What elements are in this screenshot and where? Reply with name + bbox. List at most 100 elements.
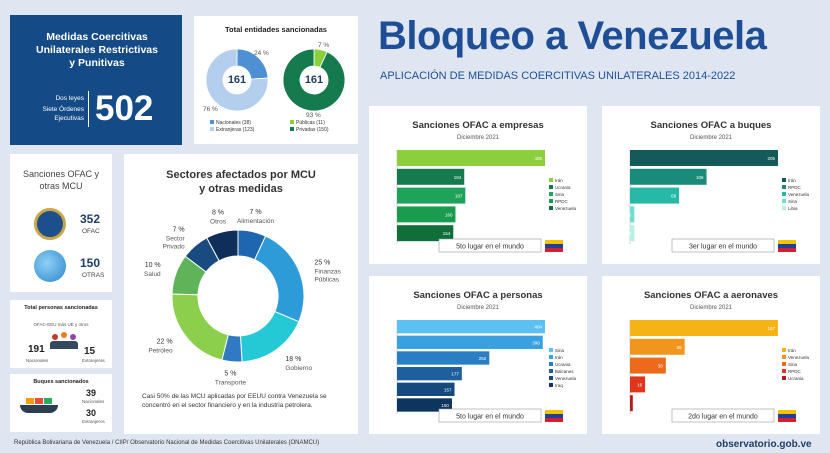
donut2-legend: Públicas (11) Privadas (150) bbox=[290, 120, 329, 134]
legend-swatch bbox=[782, 362, 786, 366]
legend-item: Públicas (11) bbox=[290, 120, 329, 127]
summary-title: Medidas Coercitivas Unilaterales Restric… bbox=[36, 31, 158, 69]
legend-label: Ucrania bbox=[555, 362, 571, 367]
venezuela-flag-icon bbox=[778, 410, 796, 422]
chart-subtitle: Diciembre 2021 bbox=[690, 135, 733, 141]
chart-personas-panel: Sanciones OFAC a personas Diciembre 2021 4… bbox=[369, 276, 587, 434]
legend-swatch bbox=[782, 369, 786, 373]
legend-label: Siria bbox=[555, 192, 564, 197]
buques-extranjeros-label: Extranjeros bbox=[82, 419, 105, 424]
bar bbox=[630, 206, 635, 223]
ofac-panel: Sanciones OFAC y otras MCU 352 OFAC 150 … bbox=[10, 154, 112, 292]
bar-value-label: 3 bbox=[627, 401, 630, 406]
footer-credit: República Bolivariana de Venezuela / CII… bbox=[14, 440, 320, 446]
summary-box: Medidas Coercitivas Unilaterales Restric… bbox=[10, 15, 182, 145]
bar-value-label: 6 bbox=[629, 231, 632, 236]
bar-value-label: 154 bbox=[443, 231, 451, 236]
sector-name-label: Salud bbox=[144, 271, 161, 278]
chart-subtitle: Diciembre 2021 bbox=[457, 305, 500, 311]
legend-label: Irán bbox=[555, 355, 563, 360]
chart-title: Sanciones OFAC a aeronaves bbox=[644, 290, 778, 301]
personas-extranjeras: 15 bbox=[84, 346, 96, 357]
legend-label: Nacionales (38) bbox=[216, 120, 252, 126]
ofac-title: Sanciones OFAC y otras MCU bbox=[22, 169, 100, 191]
ofac-label: OFAC bbox=[82, 228, 100, 235]
sector-pct-label: 22 % bbox=[157, 338, 173, 345]
ship-icon bbox=[20, 396, 58, 416]
ofac-seal-icon bbox=[34, 208, 66, 240]
legend-swatch bbox=[290, 120, 294, 124]
legend-label: Extranjeras (123) bbox=[216, 127, 255, 133]
person-body-icon bbox=[50, 341, 78, 349]
buques-nacionales: 39 bbox=[86, 388, 97, 398]
bar-value-label: 16 bbox=[637, 382, 643, 387]
rank-label: 2do lugar en el mundo bbox=[688, 414, 758, 421]
sector-pct-label: 7 % bbox=[250, 209, 262, 216]
legend-swatch bbox=[549, 206, 553, 210]
bar-value-label: 58 bbox=[677, 345, 683, 350]
chart-title: Sanciones OFAC a empresas bbox=[412, 120, 543, 131]
donut1-pct-bottom: 76 % bbox=[203, 106, 218, 113]
donut2-pct-bottom: 93 % bbox=[306, 112, 321, 119]
legend-swatch bbox=[782, 376, 786, 380]
sector-slice bbox=[239, 310, 300, 363]
page-subtitle: APLICACIÓN DE MEDIDAS COERCITIVAS UNILAT… bbox=[380, 70, 736, 82]
sector-name-label: Otros bbox=[210, 218, 227, 225]
chart-title: Sanciones OFAC a personas bbox=[413, 290, 542, 301]
legend-swatch bbox=[210, 127, 214, 131]
legend-swatch bbox=[549, 178, 553, 182]
bar bbox=[397, 225, 454, 242]
sector-name-label: Sector bbox=[166, 236, 186, 243]
footer-url[interactable]: observatorio.gob.ve bbox=[716, 439, 812, 450]
legend-label: Siria bbox=[555, 348, 564, 353]
sector-pct-label: 7 % bbox=[173, 227, 185, 234]
legend-item: Privadas (150) bbox=[290, 127, 329, 134]
sector-name-label: Gobierno bbox=[285, 365, 312, 372]
donut-hole bbox=[224, 67, 250, 93]
bar bbox=[630, 376, 646, 393]
personas-extranjeras-label: Extranjeras bbox=[82, 358, 105, 363]
legend-swatch bbox=[549, 185, 553, 189]
chart-buques: Sanciones OFAC a buques Diciembre 2021 205… bbox=[629, 120, 810, 253]
bar-value-label: 177 bbox=[451, 372, 459, 377]
bar bbox=[397, 150, 545, 166]
entities-donuts bbox=[205, 48, 346, 112]
chart-personas: Sanciones OFAC a personas Diciembre 2021 4… bbox=[396, 290, 577, 423]
bar bbox=[397, 187, 466, 204]
bar-value-label: 150 bbox=[441, 403, 449, 408]
legend-swatch bbox=[782, 178, 786, 182]
buques-extranjeros: 30 bbox=[86, 408, 97, 418]
legend-swatch bbox=[782, 185, 786, 189]
legend-swatch bbox=[549, 376, 553, 380]
legend-label: Ucrania bbox=[788, 376, 804, 381]
sectores-note: Casi 50% de las MCU aplicadas por EEUU c… bbox=[142, 393, 327, 409]
legend-label: RPDC bbox=[788, 185, 802, 190]
bar-value-label: 404 bbox=[534, 325, 542, 330]
legend-swatch bbox=[782, 348, 786, 352]
legend-label: Irán bbox=[555, 178, 563, 183]
people-icon bbox=[50, 332, 78, 350]
rank-label: 5to lugar en el mundo bbox=[456, 414, 524, 421]
bar bbox=[630, 150, 778, 166]
container-icon bbox=[44, 398, 52, 404]
entities-title: Total entidades sancionadas bbox=[225, 25, 327, 34]
chart-subtitle: Diciembre 2021 bbox=[457, 135, 500, 141]
summary-divider bbox=[88, 91, 89, 127]
rank-box bbox=[671, 238, 775, 253]
donut1-pct-top: 24 % bbox=[254, 50, 269, 57]
otras-label: OTRAS bbox=[82, 272, 105, 279]
bar bbox=[397, 168, 465, 185]
bar bbox=[630, 395, 633, 412]
venezuela-flag-icon bbox=[778, 240, 796, 252]
bar-value-label: 187 bbox=[455, 194, 463, 199]
globe-icon bbox=[34, 250, 66, 282]
bar bbox=[630, 357, 666, 374]
bar bbox=[397, 382, 455, 396]
chart-aeronaves: Sanciones OFAC a aeronaves Diciembre 2021… bbox=[627, 290, 810, 423]
bar bbox=[630, 168, 707, 185]
legend-label: Iraq bbox=[555, 383, 563, 388]
bar bbox=[630, 187, 680, 204]
sectores-title: Sectores afectados por MCU y otras medid… bbox=[166, 169, 316, 195]
legend-swatch bbox=[549, 383, 553, 387]
donut-slice bbox=[282, 48, 346, 112]
